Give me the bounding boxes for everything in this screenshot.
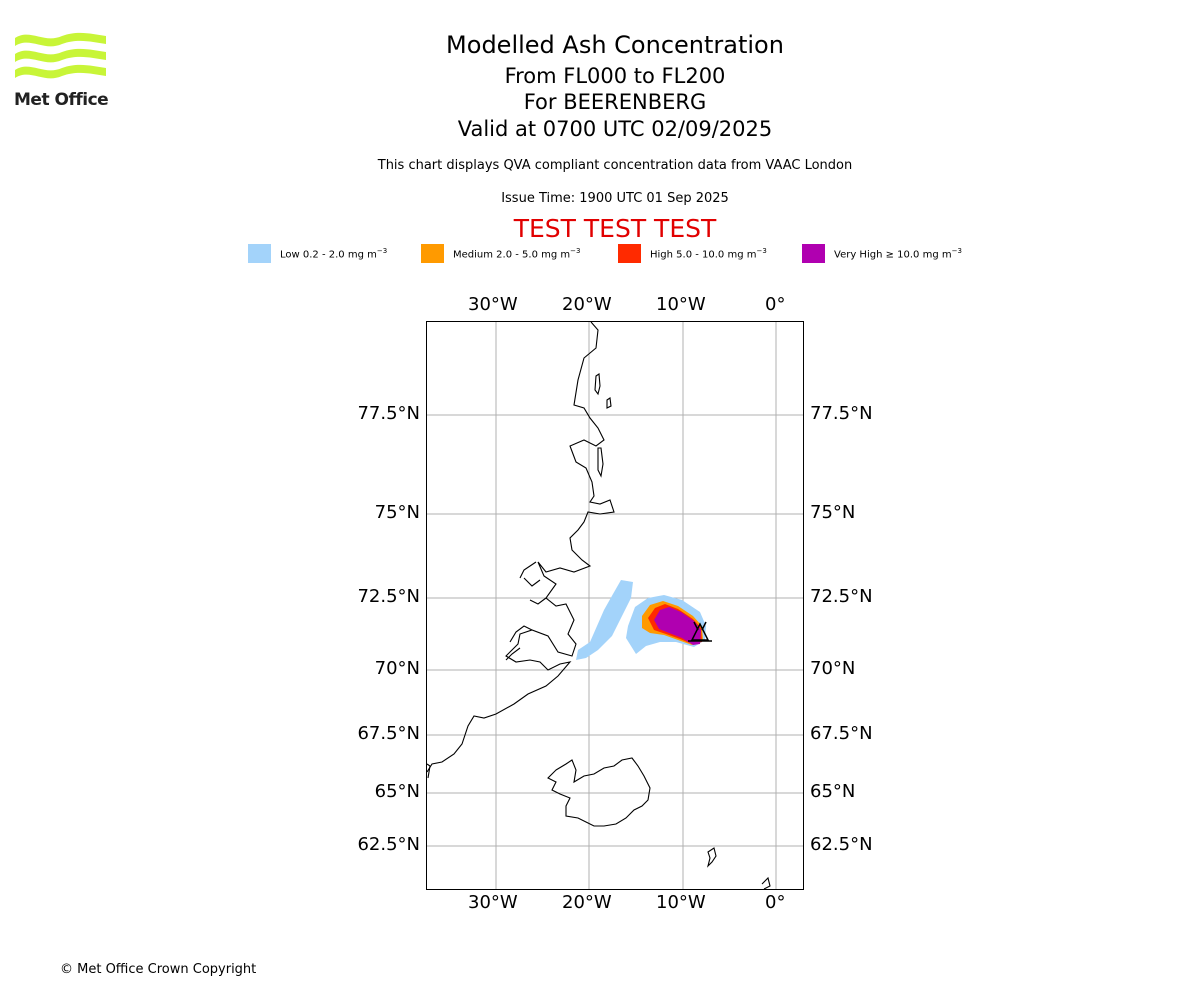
met-office-logo: Met Office [14, 30, 109, 112]
legend-swatch [802, 244, 825, 263]
valid-time: Valid at 0700 UTC 02/09/2025 [457, 117, 773, 141]
lat-label-left: 67.5°N [357, 723, 420, 744]
legend-label: Very High ≥ 10.0 mg m−3 [834, 246, 962, 261]
lat-label-right: 72.5°N [810, 586, 873, 607]
legend-swatch [421, 244, 444, 263]
volcano-name: For BEERENBERG [523, 90, 707, 114]
legend-swatch [618, 244, 641, 263]
lat-label-right: 67.5°N [810, 723, 873, 744]
lon-label-bottom: 0° [765, 892, 786, 913]
legend-swatch [248, 244, 271, 263]
lat-label-left: 62.5°N [357, 834, 420, 855]
lon-label-bottom: 10°W [656, 892, 706, 913]
issue-time: Issue Time: 1900 UTC 01 Sep 2025 [501, 191, 729, 206]
lat-label-left: 70°N [374, 658, 420, 679]
lat-label-right: 62.5°N [810, 834, 873, 855]
chart-title: Modelled Ash Concentration [446, 31, 784, 59]
qva-note: This chart displays QVA compliant concen… [377, 158, 853, 173]
lat-label-left: 65°N [374, 781, 420, 802]
lon-label-bottom: 20°W [562, 892, 612, 913]
iceland-coastline [547, 757, 651, 827]
lat-label-right: 70°N [810, 658, 856, 679]
legend-label: High 5.0 - 10.0 mg m−3 [650, 246, 767, 261]
test-banner: TEST TEST TEST [513, 214, 717, 243]
lon-label-top: 30°W [468, 294, 518, 315]
met-office-wave-icon [15, 32, 106, 79]
lat-label-right: 75°N [810, 502, 856, 523]
lat-label-left: 75°N [374, 502, 420, 523]
lat-label-left: 72.5°N [357, 586, 420, 607]
legend-label: Medium 2.0 - 5.0 mg m−3 [453, 246, 581, 261]
legend-label: Low 0.2 - 2.0 mg m−3 [280, 246, 388, 261]
flight-level-range: From FL000 to FL200 [504, 64, 726, 88]
faroe-islands [706, 847, 717, 868]
legend-item-high: High 5.0 - 10.0 mg m−3 [618, 244, 767, 263]
legend-item-medium: Medium 2.0 - 5.0 mg m−3 [421, 244, 580, 263]
coastlines [426, 321, 771, 890]
greenland-coastline [426, 321, 615, 773]
legend-item-very-high: Very High ≥ 10.0 mg m−3 [802, 244, 962, 263]
lon-label-top: 0° [765, 294, 786, 315]
lat-label-right: 65°N [810, 781, 856, 802]
logo-text: Met Office [14, 90, 109, 110]
ash-low-streak [576, 580, 633, 660]
legend-item-low: Low 0.2 - 2.0 mg m−3 [248, 244, 387, 263]
ash-very-high-region [654, 607, 701, 645]
copyright-notice: © Met Office Crown Copyright [60, 962, 257, 977]
lat-label-left: 77.5°N [357, 403, 420, 424]
northern-isles [761, 876, 771, 890]
map-frame [426, 321, 804, 890]
lon-label-top: 10°W [656, 294, 706, 315]
lon-label-bottom: 30°W [468, 892, 518, 913]
lon-label-top: 20°W [562, 294, 612, 315]
lat-label-right: 77.5°N [810, 403, 873, 424]
volcano-icon [688, 621, 712, 642]
